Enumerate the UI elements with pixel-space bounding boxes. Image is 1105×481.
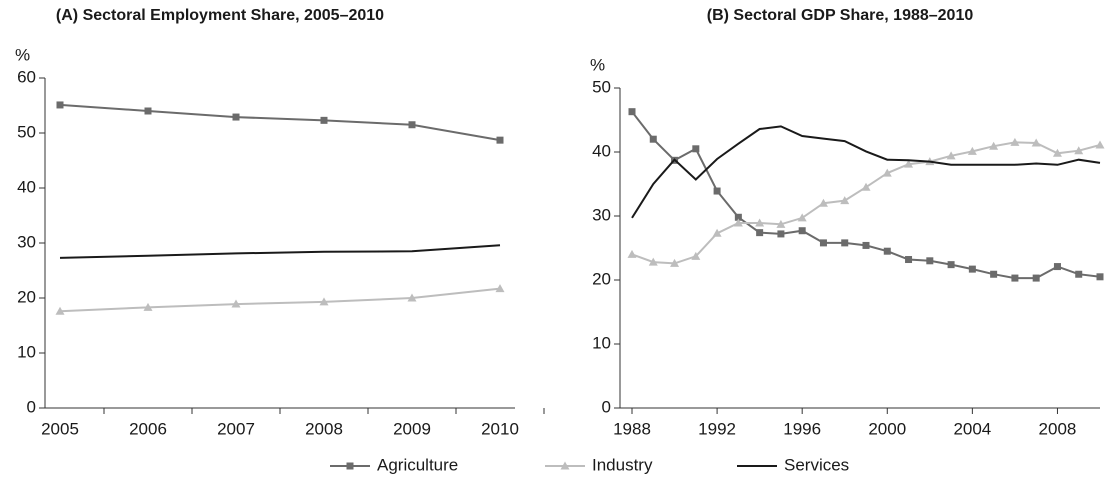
- point: [734, 213, 742, 221]
- legend-marker: [560, 461, 570, 470]
- point: [231, 299, 241, 308]
- x-tick-label: 1988: [613, 419, 651, 438]
- point: [691, 251, 701, 260]
- point: [496, 136, 504, 144]
- point: [777, 230, 785, 238]
- point: [408, 121, 416, 129]
- point: [1032, 274, 1040, 282]
- x-tick-label: 2000: [868, 419, 906, 438]
- point: [55, 306, 65, 315]
- point: [840, 196, 850, 205]
- point: [648, 257, 658, 266]
- y-tick-label: 50: [592, 77, 611, 96]
- point: [1011, 274, 1019, 282]
- point: [883, 247, 891, 255]
- point: [968, 265, 976, 273]
- y-tick-label: 10: [17, 342, 36, 361]
- x-tick-label: 2007: [217, 419, 255, 438]
- point: [776, 219, 786, 228]
- point: [733, 218, 743, 227]
- y-tick-label: 10: [592, 333, 611, 352]
- legend-label: Industry: [592, 455, 653, 474]
- point: [818, 198, 828, 207]
- chart-title: (A) Sectoral Employment Share, 2005–2010: [56, 7, 384, 24]
- point: [712, 228, 722, 237]
- point: [862, 241, 870, 249]
- point: [990, 270, 998, 278]
- legend-label: Services: [784, 455, 849, 474]
- point: [232, 113, 240, 121]
- point: [797, 213, 807, 222]
- y-tick-label: 0: [27, 397, 36, 416]
- y-tick-label: 20: [17, 287, 36, 306]
- point: [713, 187, 721, 195]
- point: [904, 159, 914, 168]
- point: [926, 257, 934, 265]
- point: [1053, 263, 1061, 271]
- point: [947, 261, 955, 269]
- x-tick-label: 1996: [783, 419, 821, 438]
- point: [1095, 140, 1105, 149]
- y-axis-label: %: [590, 55, 605, 74]
- point: [407, 293, 417, 302]
- point: [649, 135, 657, 143]
- legend-marker: [346, 462, 354, 470]
- point: [320, 116, 328, 124]
- point: [56, 101, 64, 109]
- point: [1074, 146, 1084, 155]
- point: [841, 239, 849, 247]
- series-line: [59, 103, 501, 142]
- point: [627, 249, 637, 258]
- point: [905, 256, 913, 264]
- point: [756, 229, 764, 237]
- point: [670, 258, 680, 267]
- point: [143, 302, 153, 311]
- point: [967, 146, 977, 155]
- x-tick-label: 2008: [305, 419, 343, 438]
- x-tick-label: 2005: [41, 419, 79, 438]
- legend-label: Agriculture: [377, 455, 458, 474]
- y-tick-label: 40: [592, 141, 611, 160]
- chart-title: (B) Sectoral GDP Share, 1988–2010: [707, 7, 974, 24]
- series-line: [631, 125, 1101, 219]
- point: [989, 141, 999, 150]
- point: [1096, 273, 1104, 281]
- y-tick-label: 60: [17, 67, 36, 86]
- point: [144, 107, 152, 115]
- point: [946, 151, 956, 160]
- series-line: [59, 244, 501, 259]
- x-tick-label: 1992: [698, 419, 736, 438]
- x-tick-label: 2006: [129, 419, 167, 438]
- y-tick-label: 50: [17, 122, 36, 141]
- point: [628, 108, 636, 116]
- point: [755, 218, 765, 227]
- point: [861, 182, 871, 191]
- point: [882, 168, 892, 177]
- series-line: [631, 111, 1101, 280]
- point: [692, 145, 700, 153]
- point: [1052, 148, 1062, 157]
- x-tick-label: 2010: [481, 419, 519, 438]
- y-tick-label: 30: [17, 232, 36, 251]
- point: [1075, 270, 1083, 278]
- point: [1010, 137, 1020, 146]
- point: [1031, 138, 1041, 147]
- y-axis-label: %: [15, 45, 30, 64]
- point: [819, 239, 827, 247]
- series-line: [59, 287, 501, 313]
- y-tick-label: 20: [592, 269, 611, 288]
- y-tick-label: 40: [17, 177, 36, 196]
- point: [798, 227, 806, 235]
- x-tick-label: 2008: [1039, 419, 1077, 438]
- x-tick-label: 2004: [953, 419, 991, 438]
- point: [319, 297, 329, 306]
- y-tick-label: 30: [592, 205, 611, 224]
- x-tick-label: 2009: [393, 419, 431, 438]
- y-tick-label: 0: [602, 397, 611, 416]
- point: [495, 284, 505, 293]
